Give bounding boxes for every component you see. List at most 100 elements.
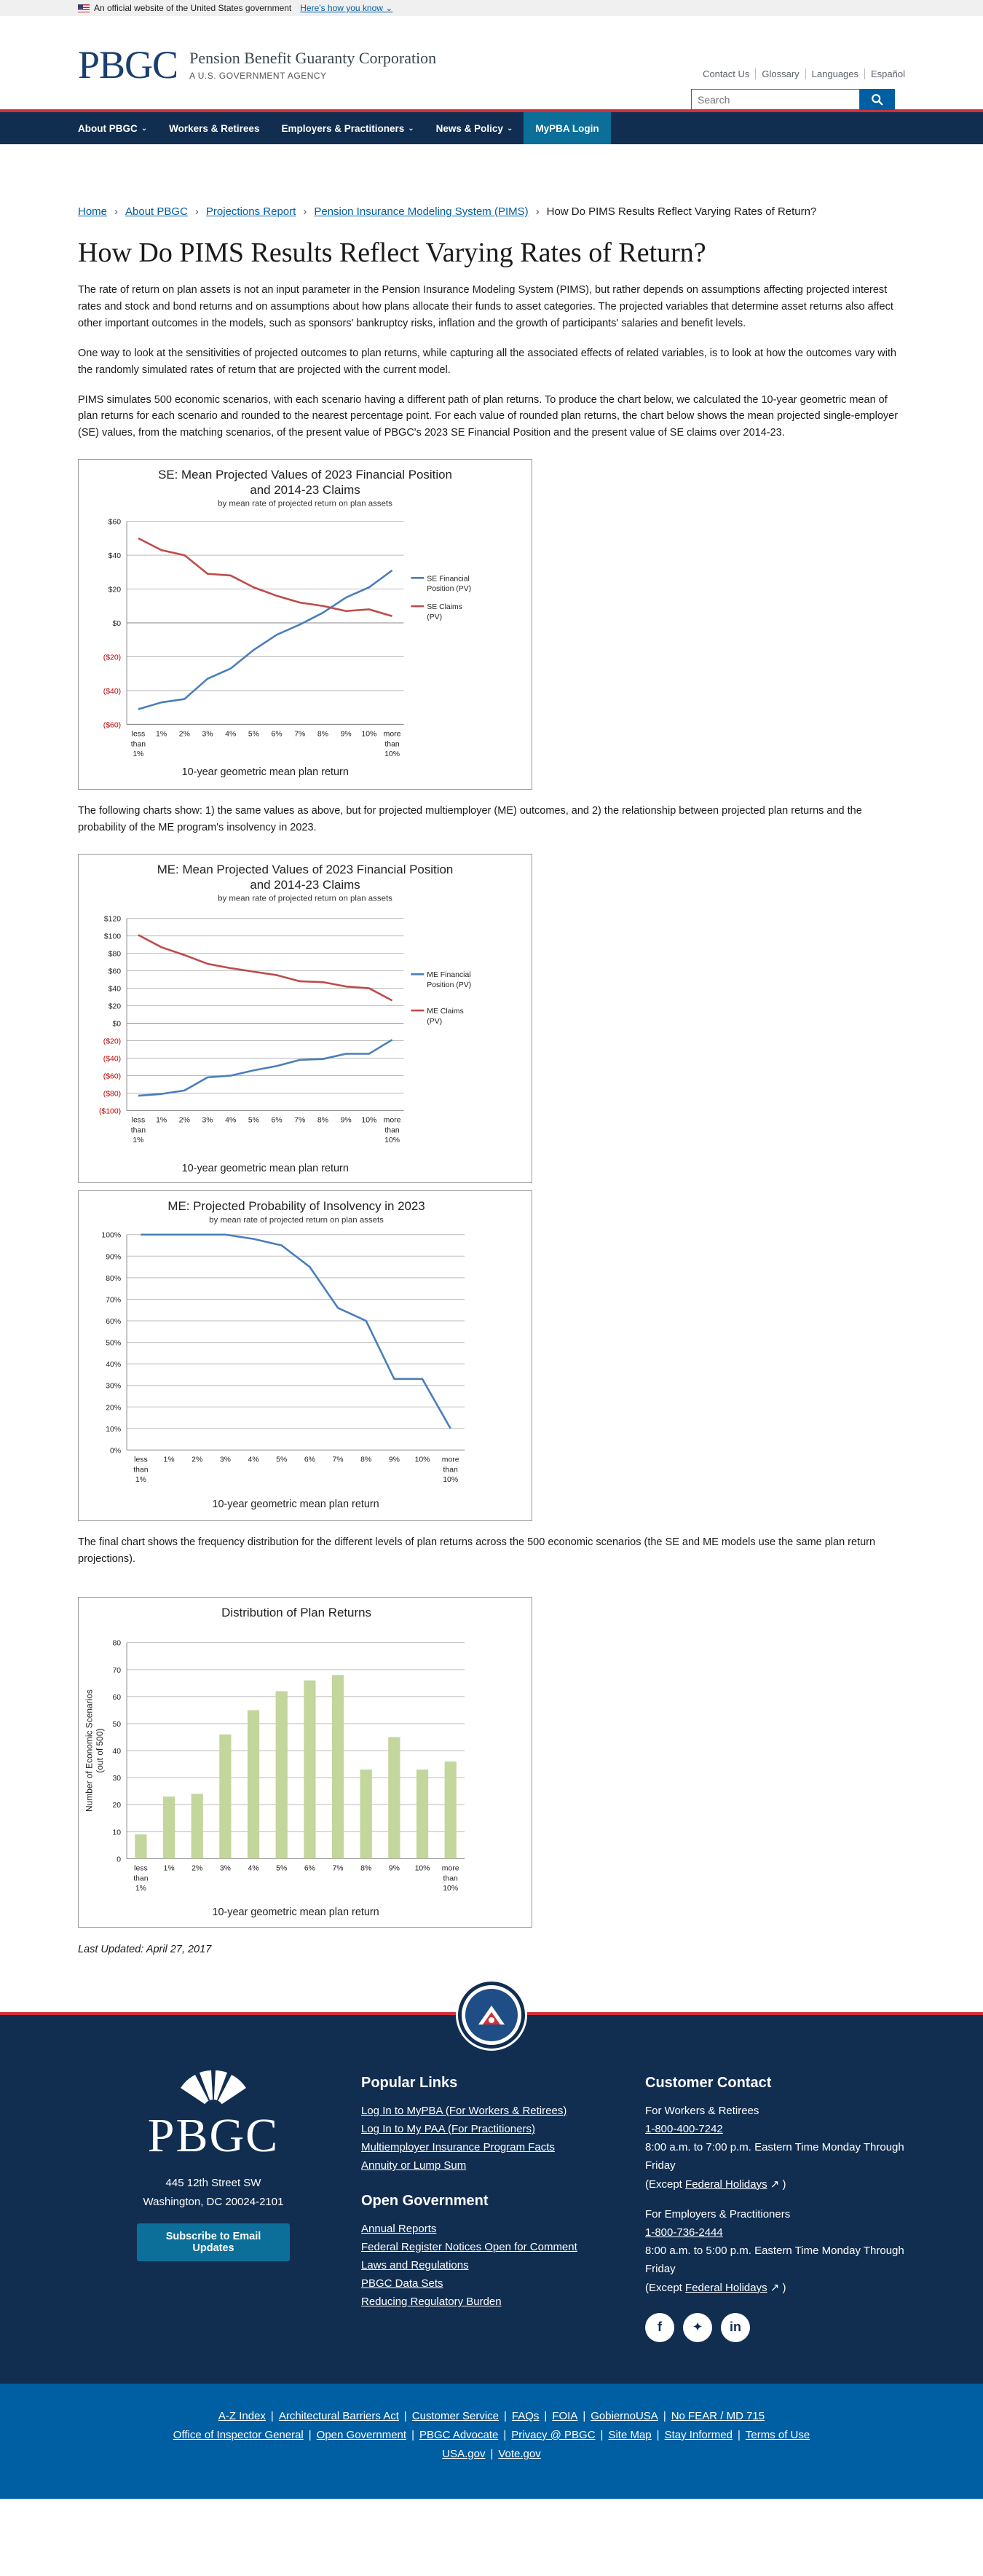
nav-item-about-pbgc[interactable]: About PBGC ⌄: [78, 112, 158, 144]
breadcrumb-link-about-pbgc[interactable]: About PBGC: [125, 205, 188, 218]
twitter-icon[interactable]: ✦: [683, 2312, 712, 2342]
util-link-espa-ol[interactable]: Español: [871, 68, 905, 79]
footer-link-site-map[interactable]: Site Map: [608, 2428, 652, 2441]
series-line-se-claims-pv: [138, 537, 392, 618]
footer-link-gobiernousa[interactable]: GobiernoUSA: [591, 2409, 658, 2422]
footer-link-pbgc-advocate[interactable]: PBGC Advocate: [419, 2428, 499, 2441]
nav-item-workers-retirees[interactable]: Workers & Retirees: [158, 112, 270, 144]
footer-link-laws-and-regulations[interactable]: Laws and Regulations: [361, 2259, 469, 2271]
x-tick-label: 7%: [294, 731, 305, 739]
footer-link-reducing-regulatory-burden[interactable]: Reducing Regulatory Burden: [361, 2296, 502, 2309]
nav-item-employers-practitioners[interactable]: Employers & Practitioners ⌄: [270, 112, 425, 144]
search-input[interactable]: [691, 89, 860, 110]
org-name: Pension Benefit Guaranty Corporation: [189, 49, 437, 67]
heres-how-link[interactable]: Here's how you know ⌄: [300, 3, 393, 13]
x-tick-label: than: [131, 1126, 146, 1134]
footer-link-faqs[interactable]: FAQs: [511, 2409, 540, 2422]
series-line-series-0: [141, 1233, 451, 1429]
x-tick-label: 4%: [248, 1864, 259, 1872]
series-line-se-financial-position-pv: [138, 570, 393, 710]
footer-link-terms-of-use[interactable]: Terms of Use: [745, 2428, 810, 2441]
open-government-title: Open Government: [361, 2192, 489, 2209]
y-tick-label: 30: [112, 1775, 121, 1783]
breadcrumb-link-projections-report[interactable]: Projections Report: [205, 205, 296, 218]
employers-hours: 8:00 a.m. to 5:00 p.m. Eastern Time Mond…: [645, 2245, 904, 2276]
x-tick-label: 1%: [164, 1864, 175, 1872]
mypba-login-button[interactable]: MyPBA Login: [524, 112, 611, 144]
footer-link-architectural-barriers-act[interactable]: Architectural Barriers Act: [278, 2409, 399, 2422]
separator: |: [308, 2428, 312, 2441]
pbgc-logo[interactable]: PBGC Pension Benefit Guaranty Corporatio…: [78, 45, 436, 85]
footer-link-usa-gov[interactable]: USA.gov: [442, 2447, 486, 2460]
x-tick-label: than: [133, 1874, 149, 1882]
site-header: PBGC Pension Benefit Guaranty Corporatio…: [0, 16, 983, 110]
nav-item-news-policy[interactable]: News & Policy ⌄: [425, 112, 524, 144]
x-tick-label: 3%: [202, 731, 213, 739]
y-tick-label: 30%: [106, 1383, 121, 1391]
footer-link-open-government[interactable]: Open Government: [316, 2428, 407, 2441]
subscribe-button[interactable]: Subscribe to Email Updates: [137, 2223, 290, 2262]
separator: |: [656, 2428, 660, 2441]
footer-link-privacy-pbgc[interactable]: Privacy @ PBGC: [511, 2428, 596, 2441]
x-tick-label: 8%: [317, 731, 328, 739]
footer-link-annuity-or-lump-sum[interactable]: Annuity or Lump Sum: [361, 2159, 467, 2172]
separator: |: [737, 2428, 741, 2441]
y-tick-label: 20: [112, 1802, 121, 1810]
bar: [135, 1834, 147, 1859]
separator: |: [503, 2428, 507, 2441]
footer-link-annual-reports[interactable]: Annual Reports: [361, 2222, 437, 2235]
workers-holidays-link[interactable]: Federal Holidays: [685, 2178, 767, 2191]
legend-label: SE Financial: [427, 576, 470, 584]
legend-label: Position (PV): [427, 585, 471, 593]
bar: [219, 1734, 232, 1859]
util-link-glossary[interactable]: Glossary: [756, 68, 806, 79]
footer-link-log-in-to-mypba-for-workers-retirees[interactable]: Log In to MyPBA (For Workers & Retirees): [361, 2104, 567, 2117]
footer-link-customer-service[interactable]: Customer Service: [411, 2409, 499, 2422]
footer-link-log-in-to-my-paa-for-practitioners[interactable]: Log In to My PAA (For Practitioners): [361, 2123, 535, 2136]
footer-link-a-z-index[interactable]: A-Z Index: [218, 2409, 266, 2422]
y-tick-label: $40: [108, 552, 122, 560]
workers-phone-link[interactable]: 1-800-400-7242: [645, 2123, 723, 2136]
bar: [388, 1737, 400, 1859]
breadcrumb-link-pension-insurance-modeling-system-pims[interactable]: Pension Insurance Modeling System (PIMS): [314, 205, 529, 218]
footer-links-row-1: A-Z Index | Architectural Barriers Act | Cus…: [0, 2410, 983, 2422]
linkedin-icon[interactable]: in: [721, 2312, 750, 2342]
footer-link-no-fear-md-715[interactable]: No FEAR / MD 715: [671, 2409, 765, 2422]
x-tick-label: 3%: [220, 1864, 231, 1872]
main-content: Home › About PBGC › Projections Report › Pensi…: [0, 205, 983, 1955]
y-tick-label: 40%: [106, 1361, 121, 1369]
footer-link-multiemployer-insurance-program-facts[interactable]: Multiemployer Insurance Program Facts: [361, 2141, 555, 2154]
footer-link-office-of-inspector-general[interactable]: Office of Inspector General: [173, 2428, 304, 2441]
footer-link-federal-register-notices-open-for-comment[interactable]: Federal Register Notices Open for Commen…: [361, 2240, 577, 2253]
x-tick-label: 10%: [384, 1136, 400, 1144]
bar: [360, 1769, 372, 1859]
us-flag-icon: [78, 4, 90, 12]
separator: |: [544, 2409, 548, 2422]
popular-links: Popular Links Log In to MyPBA (For Worke…: [361, 2075, 609, 2312]
y-tick-label: 20%: [106, 1404, 121, 1412]
popular-links-title: Popular Links: [361, 2074, 458, 2091]
x-axis-label: 10-year geometric mean plan return: [182, 1163, 349, 1174]
footer-link-stay-informed[interactable]: Stay Informed: [664, 2428, 733, 2441]
employers-label: For Employers & Practitioners: [645, 2207, 791, 2220]
chart-subtitle: by mean rate of projected return on plan…: [218, 895, 392, 903]
breadcrumb-link-home[interactable]: Home: [78, 205, 108, 218]
chevron-down-icon: ⌄: [141, 124, 148, 133]
y-tick-label: $120: [104, 916, 121, 924]
x-tick-label: more: [442, 1456, 459, 1464]
x-tick-label: than: [384, 741, 400, 749]
util-link-contact-us[interactable]: Contact Us: [697, 68, 757, 79]
x-tick-label: 7%: [333, 1864, 344, 1872]
x-tick-label: than: [131, 741, 146, 749]
footer-link-vote-gov[interactable]: Vote.gov: [498, 2447, 541, 2460]
x-tick-label: 9%: [341, 1116, 352, 1124]
footer-link-foia[interactable]: FOIA: [552, 2409, 578, 2422]
bar: [162, 1796, 175, 1859]
footer-link-pbgc-data-sets[interactable]: PBGC Data Sets: [361, 2277, 443, 2290]
facebook-icon[interactable]: f: [645, 2312, 674, 2342]
x-tick-label: 6%: [272, 731, 283, 739]
employers-phone-link[interactable]: 1-800-736-2444: [645, 2226, 723, 2239]
employers-holidays-link[interactable]: Federal Holidays: [685, 2281, 767, 2294]
util-link-languages[interactable]: Languages: [806, 68, 866, 79]
search-button[interactable]: [860, 89, 895, 110]
